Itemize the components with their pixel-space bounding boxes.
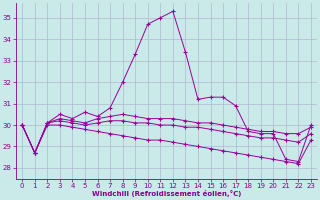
X-axis label: Windchill (Refroidissement éolien,°C): Windchill (Refroidissement éolien,°C) — [92, 190, 241, 197]
